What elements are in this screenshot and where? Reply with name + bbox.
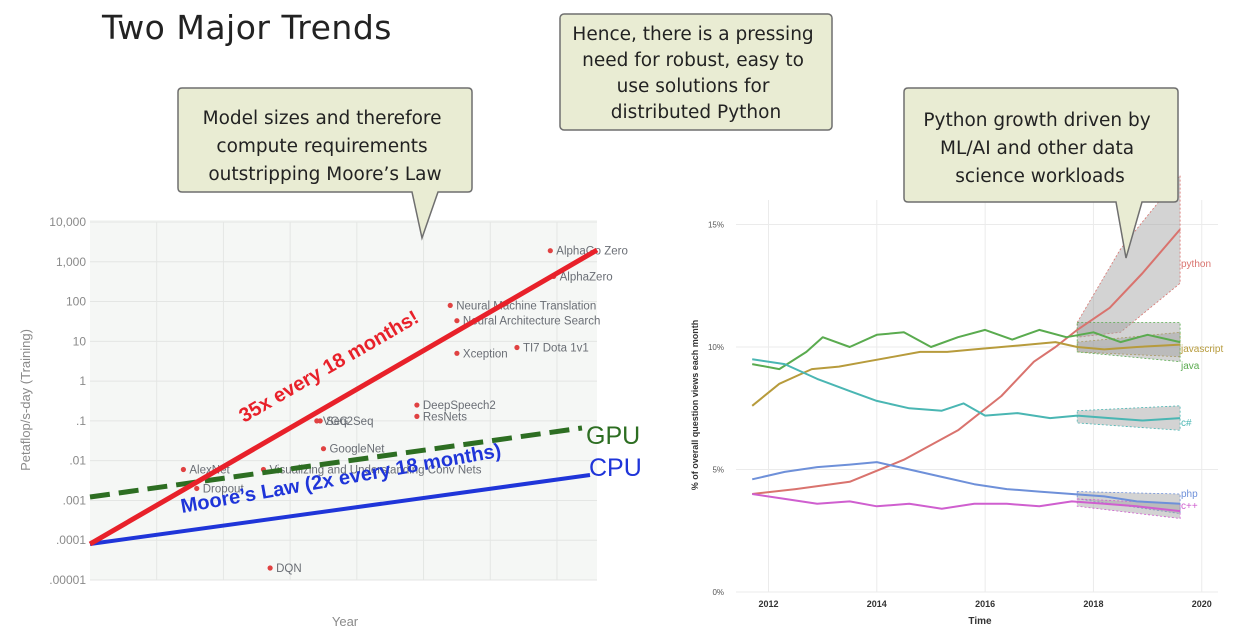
left-data-point — [414, 402, 420, 408]
gpu-trend-line — [89, 425, 583, 500]
left-point-label: Visualizing and Understanding Conv Nets — [269, 464, 481, 476]
callout-model-sizes-text: Model sizes and therefore compute requir… — [203, 108, 448, 185]
cpu-label: CPU — [589, 454, 642, 482]
ai-compute-trend-line — [88, 247, 599, 547]
gpu-label: GPU — [586, 422, 640, 450]
forecast-band-csharp — [1076, 405, 1181, 431]
right-series-lines — [751, 228, 1181, 513]
right-forecast-bands — [1076, 174, 1181, 519]
left-point-label: VGG — [323, 416, 349, 428]
left-data-point — [267, 565, 273, 571]
left-y-tick-label: .001 — [63, 493, 87, 507]
right-y-tick-label: 0% — [712, 588, 724, 597]
left-data-point — [447, 302, 453, 309]
left-point-label: TI7 Dota 1v1 — [523, 342, 589, 354]
left-data-point — [547, 248, 553, 254]
left-y-ticks: 10,000 1,000 100 10 1 .1 .01 .001 .0001 .00001 — [49, 215, 86, 587]
series-line-java — [752, 328, 1181, 371]
callout-pressing-need: Hence, there is a pressing need for robu… — [559, 13, 833, 131]
series-line-javascript — [751, 341, 1181, 407]
right-x-tick-label: 2018 — [1083, 599, 1103, 609]
callout-model-sizes: Model sizes and therefore compute requir… — [177, 87, 473, 241]
left-data-point — [320, 446, 327, 452]
left-y-tick-label: .01 — [69, 454, 86, 468]
left-grid — [90, 221, 597, 581]
left-y-tick-label: .0001 — [56, 533, 86, 547]
left-point-label: AlphaZero — [560, 271, 613, 283]
left-point-label: ResNets — [423, 411, 467, 423]
left-y-tick-label: .00001 — [49, 573, 86, 587]
series-label-python: python — [1181, 259, 1211, 270]
series-label-php: php — [1181, 489, 1198, 500]
left-data-point — [194, 485, 200, 492]
left-y-tick-label: 1 — [79, 374, 86, 388]
left-point-label: DQN — [276, 563, 302, 575]
left-data-point — [454, 350, 460, 356]
left-data-point — [514, 344, 520, 351]
left-data-point — [180, 466, 186, 473]
left-point-label: Seq2Seq — [326, 416, 373, 428]
left-data-point — [414, 413, 420, 419]
left-y-tick-label: 1,000 — [56, 255, 86, 269]
left-point-label: GoogleNet — [329, 444, 385, 456]
left-point-label: Neural Machine Translation — [456, 300, 596, 312]
series-line-php — [751, 461, 1181, 505]
callout-pressing-need-text: Hence, there is a pressing need for robu… — [572, 24, 819, 123]
right-x-tick-label: 2016 — [975, 599, 995, 609]
right-x-axis-label: Time — [968, 616, 992, 627]
left-point-label: Xception — [463, 348, 508, 360]
right-y-tick-label: 15% — [708, 221, 724, 230]
forecast-band-java — [1076, 322, 1181, 363]
left-point-label: Dropout — [203, 483, 245, 495]
callout-python-growth-text: Python growth driven by ML/AI and other … — [923, 110, 1156, 187]
left-data-point — [317, 418, 323, 424]
left-y-tick-label: .1 — [76, 414, 86, 428]
series-label-java: java — [1180, 361, 1200, 372]
left-y-tick-label: 100 — [66, 295, 86, 309]
series-label-cpp: c++ — [1181, 501, 1198, 512]
compute-growth-chart: 10,000 1,000 100 10 1 .1 .01 .001 .0001 .00001 Al… — [18, 215, 642, 629]
left-data-point — [454, 318, 460, 324]
series-line-python — [752, 228, 1181, 495]
left-points: AlexNetDropoutDQNVGGSeq2SeqGoogleNetVisu… — [180, 246, 628, 575]
series-label-csharp: c# — [1181, 418, 1192, 429]
slide-title: Two Major Trends — [102, 8, 392, 47]
right-y-axis-label: % of overall question views each month — [690, 320, 700, 491]
series-label-javascript: javascript — [1180, 344, 1223, 355]
left-x-axis-label: Year — [332, 614, 359, 629]
right-ticks: 0% 5% 10% 15% 2012 2014 2016 2018 2020 — [708, 221, 1212, 610]
right-y-tick-label: 5% — [712, 466, 724, 475]
left-plot-area — [90, 220, 597, 580]
moores-law-line — [89, 473, 591, 546]
right-plot-area — [736, 200, 1218, 592]
series-line-cpp — [752, 493, 1181, 513]
left-y-tick-label: 10 — [73, 334, 87, 348]
right-y-tick-label: 10% — [708, 343, 724, 352]
right-x-tick-label: 2014 — [867, 599, 887, 609]
series-line-csharp — [752, 358, 1181, 422]
right-x-tick-label: 2012 — [758, 599, 778, 609]
left-point-label: Neural Architecture Search — [463, 316, 600, 328]
left-y-axis-label: Petaflop/s-day (Training) — [18, 329, 33, 471]
callout-python-growth: Python growth driven by ML/AI and other … — [903, 87, 1179, 259]
left-point-label: DeepSpeech2 — [423, 400, 496, 412]
left-y-tick-label: 10,000 — [49, 215, 86, 229]
right-x-tick-label: 2020 — [1192, 599, 1212, 609]
